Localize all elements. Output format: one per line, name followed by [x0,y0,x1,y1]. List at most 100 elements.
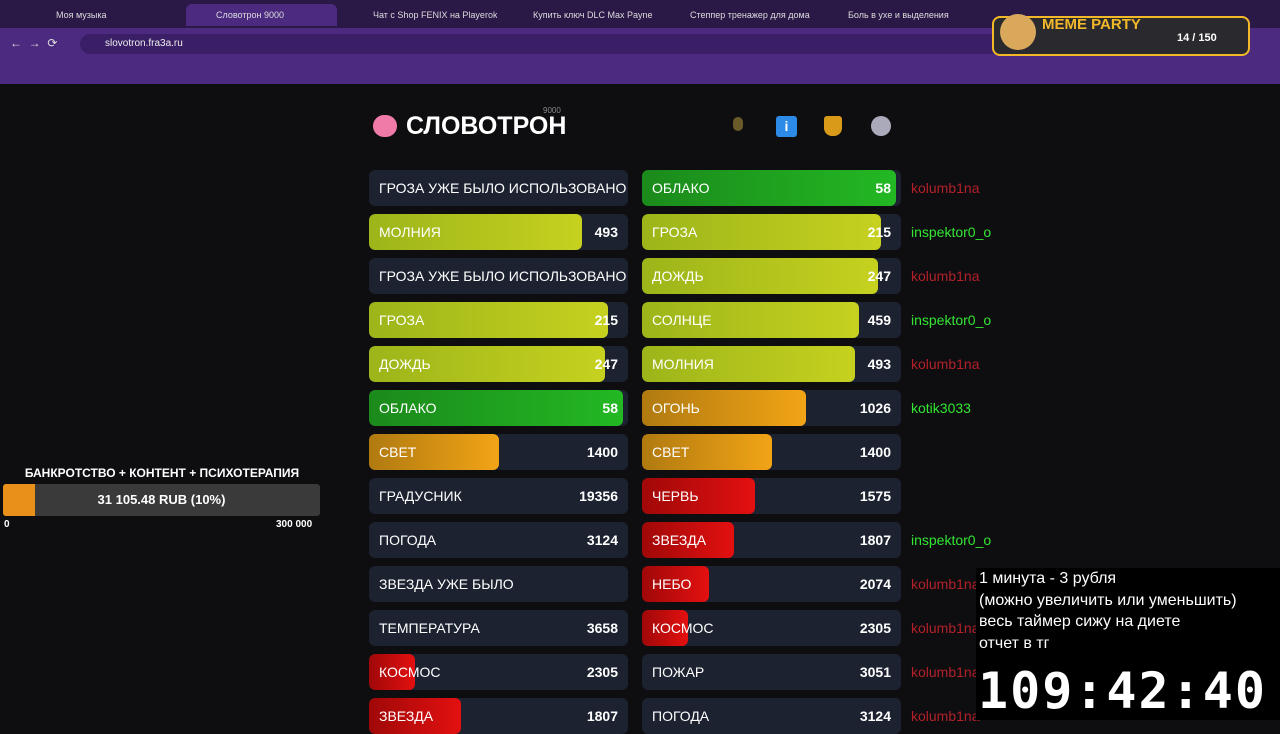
proximity-bar [369,302,609,338]
tab[interactable]: Моя музыка [56,10,107,20]
donation-min: 0 [4,519,10,530]
word-row: 3124 ПОГОДА [642,698,901,734]
word: ГРОЗА [652,224,698,240]
word: ОБЛАКО [652,180,710,196]
rank: 19356 [579,488,618,504]
tab[interactable]: Купить ключ DLC Max Payne 3 [533,10,654,20]
word-row: 3658 ТЕМПЕРАТУРА [369,610,628,646]
rank: 3124 [859,708,891,724]
word: ЗВЕЗДА УЖЕ БЫЛО ИСПОЛЬЗОВАНО [379,576,514,592]
word-row: 2305 КОСМОС [642,610,901,646]
settings-icon[interactable] [871,116,891,136]
rank: 1807 [586,708,618,724]
hint-icon[interactable] [733,117,743,131]
user: kolumb1na [911,708,980,724]
word-row: 1575 ЧЕРВЬ [642,478,901,514]
rank: 459 [867,312,891,328]
timer-line: отчет в тг [979,634,1050,652]
nav-buttons[interactable]: ← → ⟳ [10,36,58,50]
brain-icon [373,115,397,137]
user: kotik3033 [911,400,971,416]
proximity-bar [369,346,606,382]
user: kolumb1na [911,356,980,372]
word: МОЛНИЯ [652,356,714,372]
rank: 1400 [859,444,891,460]
word: ГРАДУСНИК [379,488,462,504]
tab[interactable]: Словотрон 9000 [186,4,337,26]
word-row: ГРОЗА УЖЕ БЫЛО ИСПОЛЬЗОВАНО [369,258,628,294]
user: kolumb1na [911,180,980,196]
user: kolumb1na [911,620,980,636]
timer-time: 109:42:40 [978,662,1267,720]
word: СВЕТ [652,444,690,460]
rank: 215 [867,224,891,240]
rank: 1575 [859,488,891,504]
proximity-bar [642,434,772,470]
word: ОГОНЬ [652,400,700,416]
rank: 215 [594,312,618,328]
word-row: 19356 ГРАДУСНИК [369,478,628,514]
word-row: 493 МОЛНИЯ [369,214,628,250]
word-row: 1807 ЗВЕЗДА [642,522,901,558]
timer-panel [976,568,1280,720]
rank: 2305 [859,620,891,636]
word: ДОЖДЬ [379,356,431,372]
doge-icon [1000,14,1036,50]
meme-title: MEME PARTY [1042,16,1141,33]
word-row: 3124 ПОГОДА [369,522,628,558]
word-row: ГРОЗА УЖЕ БЫЛО ИСПОЛЬЗОВАНО [369,170,628,206]
tab[interactable]: Степпер тренажер для дома к [690,10,812,20]
word-row: 459 СОЛНЦЕ [642,302,901,338]
word: ГРОЗА УЖЕ БЫЛО ИСПОЛЬЗОВАНО [379,180,627,196]
user: kolumb1na [911,576,980,592]
proximity-bar [642,390,807,426]
donation-progress: 31 105.48 RUB (10%) [97,492,226,507]
rank: 58 [875,180,891,196]
timer-text: 1 минута - 3 рубля (можно увеличить или у… [979,568,1237,654]
user: inspektor0_o [911,312,992,328]
word-row: 58 ОБЛАКО [369,390,628,426]
meme-count: 14 / 150 [1177,32,1217,44]
word-row: 2305 КОСМОС [369,654,628,690]
word: ДОЖДЬ [652,268,704,284]
word-row: 58 ОБЛАКО [642,170,901,206]
word-row: 1400 СВЕТ [642,434,901,470]
donation-fill [3,484,35,516]
proximity-bar [369,214,583,250]
proximity-bar [642,478,756,514]
word: ГРОЗА [379,312,425,328]
word-row: 247 ДОЖДЬ [642,258,901,294]
word-row: 1026 ОГОНЬ [642,390,901,426]
trophy-icon[interactable] [824,116,842,136]
tab[interactable]: Боль в ухе и выделения [848,10,949,20]
word: МОЛНИЯ [379,224,441,240]
url[interactable]: slovotron.fra3a.ru [105,38,183,49]
word: ОБЛАКО [379,400,437,416]
word: ГРОЗА УЖЕ БЫЛО ИСПОЛЬЗОВАНО [379,268,627,284]
address-bar[interactable] [80,34,1240,54]
donation-max: 300 000 [276,519,313,530]
timer-line: (можно увеличить или уменьшить) [979,591,1237,609]
tab[interactable]: Чат с Shop FENIX на Playerok [373,10,497,20]
proximity-bar [642,610,688,646]
user: kolumb1na [911,664,980,680]
user: inspektor0_o [911,224,992,240]
timer-line: весь таймер сижу на диете [979,613,1181,630]
word: КОСМОС [379,664,441,680]
info-icon[interactable]: i [776,116,797,137]
rank: 58 [602,400,618,416]
word-row: 2074 НЕБО [642,566,901,602]
rank: 247 [867,268,891,284]
proximity-bar [642,214,882,250]
proximity-bar [642,170,896,206]
donation-title: БАНКРОТСТВО + КОНТЕНТ + ПСИХОТЕРАПИЯ [24,466,300,480]
rank: 247 [594,356,618,372]
word: СОЛНЦЕ [652,312,712,328]
rank: 3658 [586,620,618,636]
word: ЗВЕЗДА [652,532,707,548]
title: СЛОВОТРОН [406,112,567,140]
proximity-bar [642,302,859,338]
word-row: 3051 ПОЖАР [642,654,901,690]
word: ТЕМПЕРАТУРА [379,620,480,636]
